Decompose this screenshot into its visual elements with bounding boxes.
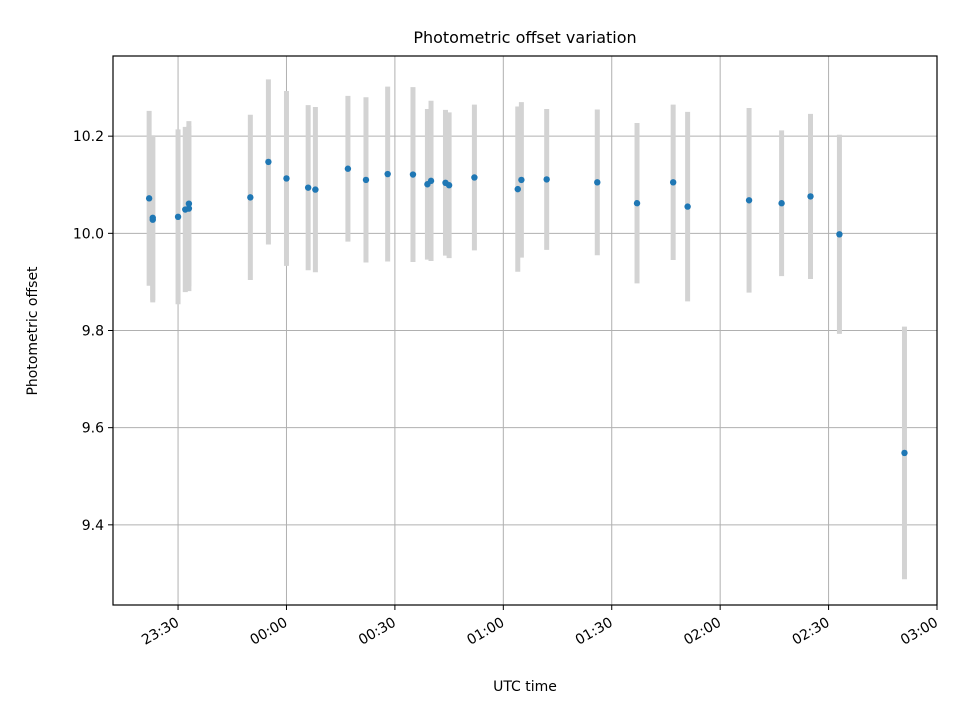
- x-axis-label: UTC time: [493, 679, 557, 695]
- data-point: [807, 193, 814, 200]
- chart-title: Photometric offset variation: [413, 28, 636, 47]
- y-tick-label: 9.8: [82, 324, 104, 340]
- data-point: [362, 176, 370, 184]
- data-point: [283, 175, 290, 182]
- data-point: [344, 165, 352, 172]
- data-point: [543, 176, 550, 183]
- data-point: [778, 200, 785, 207]
- data-point: [669, 179, 677, 186]
- data-point: [384, 170, 391, 178]
- data-point: [518, 176, 525, 184]
- data-point: [185, 200, 193, 207]
- data-point: [174, 213, 182, 221]
- y-tick-label: 9.4: [82, 518, 104, 534]
- data-point: [684, 203, 691, 210]
- data-point: [445, 182, 453, 189]
- data-point: [594, 179, 601, 186]
- data-point: [312, 186, 319, 193]
- data-point: [427, 177, 435, 185]
- data-point: [409, 171, 417, 178]
- y-axis-ticks: 9.4 9.6 9.8 10.0 10.2: [73, 129, 113, 534]
- data-point: [901, 449, 908, 457]
- data-point: [265, 158, 272, 166]
- y-tick-label: 10.2: [73, 129, 104, 145]
- y-tick-label: 9.6: [82, 421, 104, 437]
- data-point: [836, 231, 843, 238]
- data-point: [149, 214, 156, 221]
- y-tick-label: 10.0: [73, 226, 104, 242]
- data-point: [633, 200, 641, 207]
- data-point: [145, 195, 153, 202]
- data-point: [185, 205, 193, 212]
- data-point: [514, 185, 521, 193]
- data-point: [304, 184, 312, 191]
- data-points: [145, 158, 908, 457]
- y-axis-label: Photometric offset: [25, 266, 41, 396]
- data-point: [471, 174, 478, 181]
- data-point: [247, 194, 254, 201]
- data-point: [745, 197, 753, 204]
